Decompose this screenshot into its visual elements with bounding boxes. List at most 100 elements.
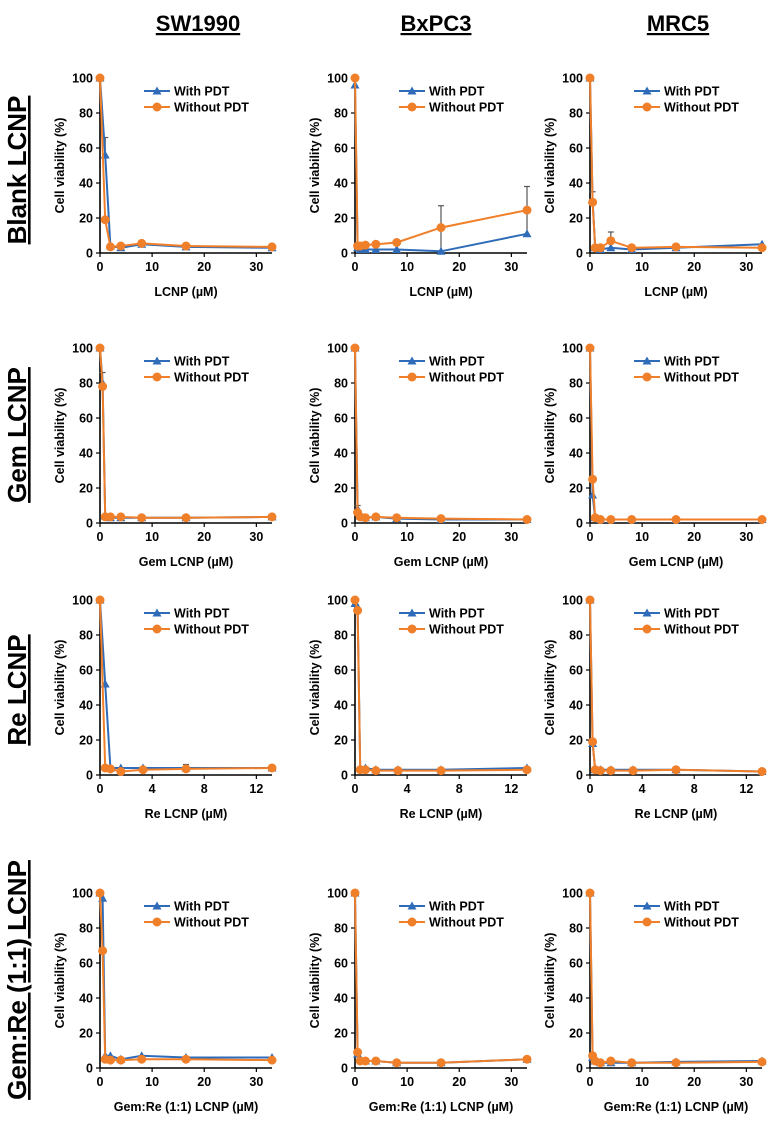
- point-without-pdt: [585, 73, 595, 83]
- x-tick-label: 0: [97, 782, 104, 796]
- point-without-pdt: [595, 766, 605, 776]
- y-tick-label: 20: [79, 1027, 93, 1041]
- row-title-blank-lcnp: Blank LCNP: [2, 96, 32, 245]
- point-with-pdt: [522, 229, 532, 238]
- row-title-re-lcnp: Re LCNP: [2, 634, 32, 745]
- y-axis-title: Cell viability (%): [53, 118, 67, 214]
- point-without-pdt: [606, 766, 616, 776]
- column-title-bxpc3: BxPC3: [401, 11, 472, 36]
- series-line-without-pdt: [589, 599, 763, 773]
- point-without-pdt: [585, 343, 595, 353]
- y-tick-label: 0: [576, 1062, 583, 1076]
- point-without-pdt: [371, 766, 381, 776]
- legend-label: With PDT: [429, 607, 485, 621]
- point-without-pdt: [105, 764, 115, 774]
- x-axis-title: Gem:Re (1:1) LCNP (µM): [604, 1100, 748, 1114]
- x-tick-label: 10: [635, 530, 649, 544]
- y-tick-label: 100: [562, 342, 583, 356]
- y-tick-label: 100: [327, 887, 348, 901]
- legend-marker: [152, 86, 162, 95]
- point-without-pdt: [757, 1057, 767, 1067]
- point-without-pdt: [588, 197, 598, 207]
- y-tick-label: 80: [79, 629, 93, 643]
- legend-label: Without PDT: [429, 623, 504, 637]
- chart-panel-1-3: 0 20 40 60 80 100 0 10 20 30 Cell viability (%) LCN…: [543, 72, 767, 299]
- x-axis-title: Re LCNP (µM): [145, 807, 228, 821]
- point-without-pdt: [757, 515, 767, 524]
- chart-panel-2-1: 0 20 40 60 80 100 0 10 20 30 Cell viability (%) Gem…: [53, 342, 277, 569]
- point-without-pdt: [371, 239, 381, 249]
- y-tick-label: 20: [334, 1027, 348, 1041]
- y-axis-title: Cell viability (%): [53, 640, 67, 736]
- y-tick-label: 60: [79, 957, 93, 971]
- x-tick-label: 20: [197, 530, 211, 544]
- y-tick-label: 40: [79, 699, 93, 713]
- x-tick-label: 4: [404, 782, 411, 796]
- point-without-pdt: [522, 1054, 532, 1064]
- x-tick-label: 20: [452, 1075, 466, 1089]
- y-axis-title: Cell viability (%): [543, 388, 557, 484]
- y-tick-label: 100: [72, 72, 93, 86]
- x-tick-label: 30: [249, 530, 263, 544]
- x-tick-label: 20: [197, 1075, 211, 1089]
- point-without-pdt: [436, 514, 446, 524]
- y-tick-label: 80: [334, 377, 348, 391]
- legend-label: With PDT: [429, 900, 485, 914]
- x-tick-label: 30: [504, 1075, 518, 1089]
- x-tick-label: 10: [400, 530, 414, 544]
- series-line-without-pdt: [589, 77, 763, 249]
- point-without-pdt: [181, 764, 191, 774]
- y-tick-label: 20: [334, 734, 348, 748]
- series-line-with-pdt: [99, 892, 272, 1061]
- point-without-pdt: [353, 606, 363, 615]
- y-tick-label: 80: [334, 629, 348, 643]
- y-tick-label: 40: [569, 699, 583, 713]
- y-tick-label: 80: [334, 922, 348, 936]
- legend-label: Without PDT: [429, 916, 504, 930]
- point-without-pdt: [267, 512, 277, 522]
- point-without-pdt: [138, 765, 148, 775]
- point-without-pdt: [360, 765, 370, 775]
- y-tick-label: 80: [569, 629, 583, 643]
- chart-panel-3-1: 0 20 40 60 80 100 0 4 8 12 Cell viability (%) Re LC…: [53, 594, 277, 821]
- legend-label: With PDT: [174, 607, 230, 621]
- x-axis-title: Gem LCNP (µM): [629, 555, 723, 569]
- x-tick-label: 0: [587, 260, 594, 274]
- y-tick-label: 40: [79, 447, 93, 461]
- y-tick-label: 0: [86, 517, 93, 531]
- point-without-pdt: [116, 1055, 126, 1065]
- point-without-pdt: [181, 241, 191, 251]
- legend-label: With PDT: [664, 900, 720, 914]
- y-axis-title: Cell viability (%): [53, 933, 67, 1029]
- series-line-without-pdt: [589, 347, 762, 521]
- x-tick-label: 0: [352, 782, 359, 796]
- y-tick-label: 60: [79, 664, 93, 678]
- y-tick-label: 20: [569, 212, 583, 226]
- y-axis-title: Cell viability (%): [543, 118, 557, 214]
- y-tick-label: 100: [327, 342, 348, 356]
- legend-label: Without PDT: [664, 916, 739, 930]
- point-with-pdt: [588, 490, 598, 499]
- x-tick-label: 12: [739, 782, 753, 796]
- point-without-pdt: [627, 1058, 637, 1068]
- legend-marker: [152, 917, 162, 927]
- legend-marker: [407, 917, 417, 927]
- point-without-pdt: [95, 595, 105, 605]
- y-tick-label: 0: [341, 1062, 348, 1076]
- point-without-pdt: [585, 888, 595, 898]
- x-tick-label: 10: [635, 260, 649, 274]
- y-tick-label: 20: [79, 212, 93, 226]
- point-without-pdt: [353, 1047, 363, 1057]
- point-without-pdt: [137, 238, 147, 248]
- point-without-pdt: [627, 515, 637, 524]
- point-without-pdt: [671, 765, 681, 775]
- x-axis-title: Gem LCNP (µM): [394, 555, 488, 569]
- legend-label: With PDT: [429, 85, 485, 99]
- y-tick-label: 60: [334, 412, 348, 426]
- legend-marker: [407, 102, 417, 112]
- legend-marker: [642, 624, 652, 634]
- y-axis-title: Cell viability (%): [53, 388, 67, 484]
- point-without-pdt: [522, 205, 532, 215]
- x-tick-label: 20: [452, 260, 466, 274]
- legend-marker: [642, 372, 652, 382]
